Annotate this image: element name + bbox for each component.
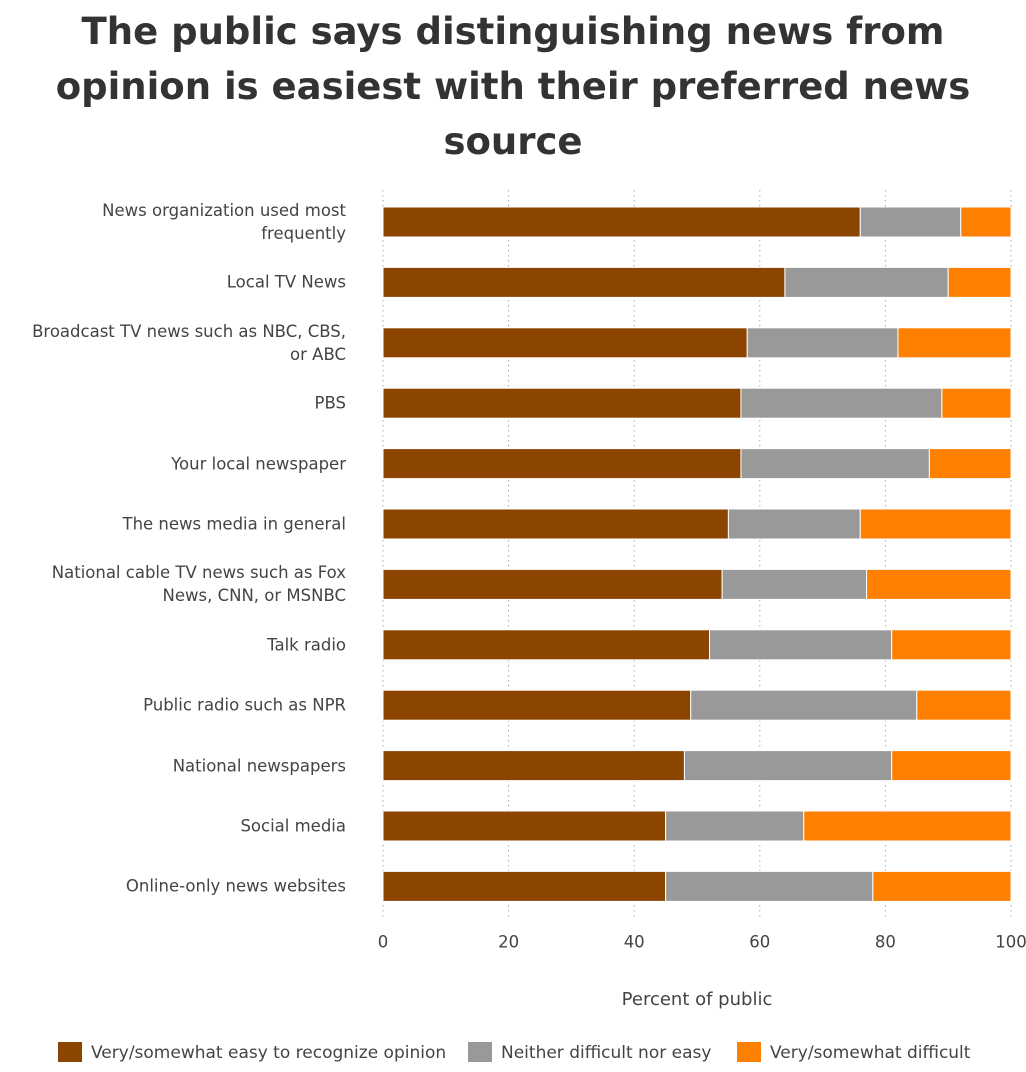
bar-segment [872,870,1012,902]
x-tick-label: 80 [875,933,896,952]
chart-title: The public says distinguishing news from… [55,10,971,163]
category-label: National cable TV news such as Fox News,… [51,563,346,606]
bar-segment [897,327,1012,359]
bar-segment [746,327,899,359]
x-tick-label: 100 [995,933,1026,952]
category-label: News organization used most frequently [102,201,346,243]
bar-segment [859,508,1012,540]
bar-segment [382,870,667,902]
category-label: PBS [314,393,346,413]
bar-segment [382,508,729,540]
category-label: Online-only news websites [125,876,346,896]
bar-segment [382,206,861,238]
bar-segment [665,810,805,842]
bar-segment [690,689,918,721]
bar-segment [382,568,723,600]
category-label: Broadcast TV news such as NBC, CBS, or A… [32,321,346,364]
bar-segment [947,266,1012,298]
bar-segment [382,387,742,419]
bar-segment [891,629,1012,661]
legend-swatch [737,1042,761,1062]
bar-segment [866,568,1012,600]
bar-segment [740,448,930,480]
x-tick-label: 0 [378,933,389,952]
bar-segment [891,750,1012,782]
bar-segment [727,508,861,540]
bar-segment [382,750,685,782]
bar-segment [382,629,711,661]
category-label: The news media in general [122,514,346,534]
x-tick-label: 20 [498,933,519,952]
bar-segment [803,810,1012,842]
category-label: Talk radio [267,635,346,655]
legend-swatch [468,1042,492,1062]
bar-segment [382,689,692,721]
bar-segment [683,750,893,782]
legend-label: Very/somewhat easy to recognize opinion [91,1043,446,1063]
bar-segment [916,689,1012,721]
category-label: Local TV News [226,272,346,292]
bar-segment [784,266,949,298]
bar-segment [740,387,943,419]
legend-label: Neither difficult nor easy [501,1043,711,1063]
bar-segment [665,870,874,902]
bar-segment [709,629,893,661]
bar-segment [859,206,962,238]
legend-label: Very/somewhat difficult [770,1043,971,1063]
bar-segment [382,327,748,359]
bar-segment [382,810,667,842]
bar-segment [382,448,742,480]
category-label: Public radio such as NPR [143,695,346,715]
category-label: Social media [240,816,346,836]
x-tick-label: 60 [749,933,770,952]
category-label: Your local newspaper [171,454,346,474]
x-axis-title: Percent of public [622,989,773,1010]
bar-segment [928,448,1012,480]
bar-segment [941,387,1012,419]
legend-swatch [58,1042,82,1062]
x-tick-label: 40 [624,933,645,952]
bar-segment [960,206,1012,238]
bar-segment [382,266,786,298]
category-label: National newspapers [172,756,346,776]
bar-segment [721,568,868,600]
